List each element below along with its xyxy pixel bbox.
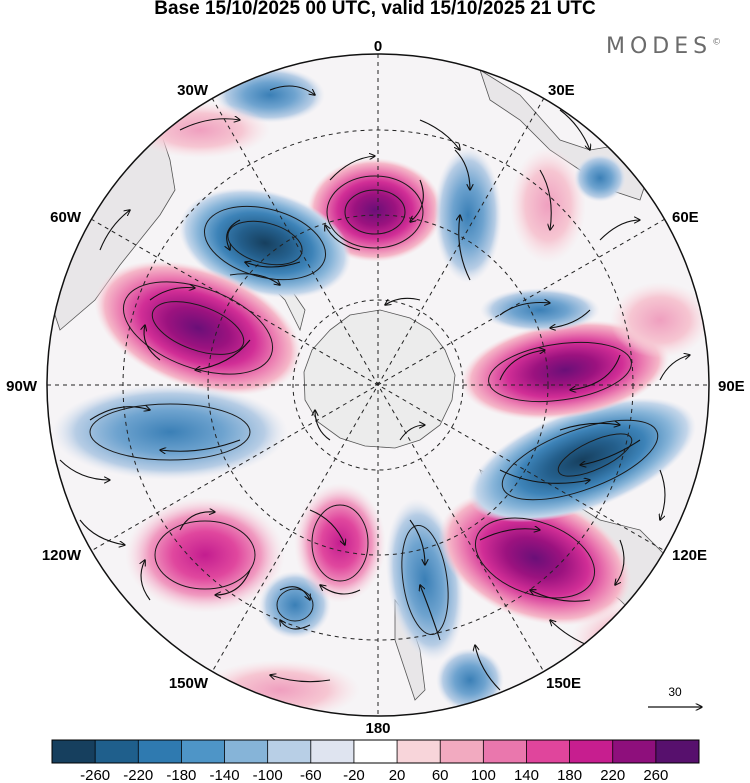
anomaly-pink-sw xyxy=(200,660,360,716)
anomaly-pink-ne xyxy=(610,282,709,358)
colorbar-frame xyxy=(51,739,700,764)
map-title: Base 15/10/2025 00 UTC, valid 15/10/2025… xyxy=(154,0,596,19)
lon-label-150e: 150E xyxy=(546,675,581,692)
anomaly-min-indian-south xyxy=(467,397,697,523)
colorbar-swatch xyxy=(95,740,139,763)
colorbar-swatch xyxy=(181,740,226,763)
colorbar-swatch xyxy=(569,740,614,763)
anomaly-pink-nw xyxy=(130,102,270,158)
map-disc xyxy=(47,54,709,716)
longitude-labels: 0 30E 60E 90E 120E 150E 180 150W 120W 90… xyxy=(6,38,745,737)
colorbar-tick-label: 140 xyxy=(514,767,539,783)
graticule xyxy=(47,54,709,716)
lon-label-150w: 150W xyxy=(169,675,209,692)
anomaly-min-indian-north xyxy=(480,288,600,332)
lon-label-90w: 90W xyxy=(6,378,38,395)
map-border xyxy=(46,53,710,717)
wind-vectors xyxy=(59,85,690,691)
colorbar-tick-label: 20 xyxy=(389,767,406,783)
colorbar-tick-label: -60 xyxy=(300,767,322,783)
colorbar-tick-label: 260 xyxy=(643,767,668,783)
colorbar-swatch xyxy=(612,740,657,763)
brand-text: MODES xyxy=(606,34,713,59)
lon-label-30w: 30W xyxy=(177,82,209,99)
contours xyxy=(89,175,659,636)
colorbar-swatches xyxy=(52,740,700,763)
colorbar-swatch xyxy=(483,740,527,763)
lon-label-60e: 60E xyxy=(672,209,699,226)
anomaly-min-south-atlantic xyxy=(178,187,352,299)
anomaly-min-tasman xyxy=(436,648,504,712)
colorbar-swatch xyxy=(52,740,96,763)
colorbar-swatch xyxy=(267,740,312,763)
colorbar-swatch xyxy=(655,740,700,763)
colorbar-swatch xyxy=(526,740,571,763)
colorbar-tick-label: -180 xyxy=(166,767,196,783)
colorbar-swatch xyxy=(224,740,269,763)
colorbar-ticks: -260 -220 -180 -140 -100 -60 -20 20 60 100 140 180 2… xyxy=(80,740,668,783)
colorbar-swatch xyxy=(397,740,441,763)
colorbar-swatch xyxy=(138,740,182,763)
colorbar-tick-label: 180 xyxy=(557,767,582,783)
anomaly-max-indian xyxy=(460,320,670,420)
reference-vector: 30 xyxy=(648,685,702,707)
colorbar-tick-label: 220 xyxy=(600,767,625,783)
lon-label-180: 180 xyxy=(365,720,390,737)
anomaly-min-west xyxy=(52,384,288,480)
anomaly-min-north-africa xyxy=(574,154,626,202)
reference-vector-label: 30 xyxy=(668,685,682,699)
colorbar-tick-label: -20 xyxy=(343,767,365,783)
lon-label-120w: 120W xyxy=(42,547,82,564)
anomaly-max-pacific xyxy=(294,483,386,603)
colorbar-tick-label: -140 xyxy=(210,767,240,783)
anomaly-max-west xyxy=(94,260,302,396)
colorbar-tick-label: -100 xyxy=(253,767,283,783)
antarctica-land xyxy=(274,287,456,449)
colorbar: -260 -220 -180 -140 -100 -60 -20 20 60 100 140 180 2… xyxy=(51,739,700,783)
colorbar-swatch xyxy=(440,740,484,763)
brand-mark: © xyxy=(712,37,722,48)
anomaly-field xyxy=(52,67,709,716)
colorbar-swatch xyxy=(310,740,355,763)
colorbar-swatch xyxy=(353,740,398,763)
anomaly-min-cape xyxy=(434,147,502,283)
colorbar-tick-label: 60 xyxy=(432,767,449,783)
anomaly-pink-se xyxy=(570,600,709,680)
lon-label-90e: 90E xyxy=(718,378,745,395)
lon-label-120e: 120E xyxy=(672,547,707,564)
colorbar-tick-label: -260 xyxy=(80,767,110,783)
lon-label-60w: 60W xyxy=(50,209,82,226)
lon-label-30e: 30E xyxy=(548,82,575,99)
colorbar-tick-label: -220 xyxy=(123,767,153,783)
lon-label-0: 0 xyxy=(374,38,382,55)
modes-logo: MODES© xyxy=(606,34,721,59)
colorbar-tick-label: 100 xyxy=(471,767,496,783)
anomaly-max-africa xyxy=(510,147,586,263)
